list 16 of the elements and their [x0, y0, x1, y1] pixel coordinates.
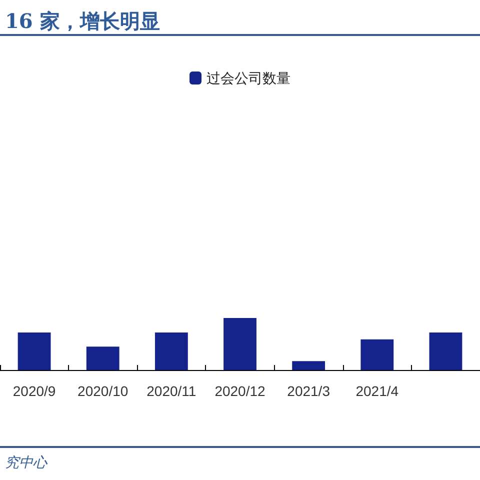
legend-label: 过会公司数量	[206, 70, 290, 86]
x-tick-label: 2020/9	[12, 383, 56, 399]
bar	[292, 361, 326, 370]
bar	[360, 339, 394, 370]
bar	[429, 332, 462, 370]
x-tick-label: 2020/12	[214, 383, 266, 399]
x-tick-label: 2020/10	[78, 383, 128, 399]
text: 究中心	[5, 455, 48, 471]
chart-title: 16 家，增长明显	[5, 9, 160, 33]
bar	[224, 318, 256, 370]
bar	[154, 332, 188, 370]
x-tick-label: 2020/11	[146, 383, 196, 399]
x-tick-label: 2021/4	[356, 383, 399, 399]
bar	[86, 346, 120, 370]
x-tick-label: 2021/3	[287, 383, 330, 399]
bar	[18, 332, 51, 370]
